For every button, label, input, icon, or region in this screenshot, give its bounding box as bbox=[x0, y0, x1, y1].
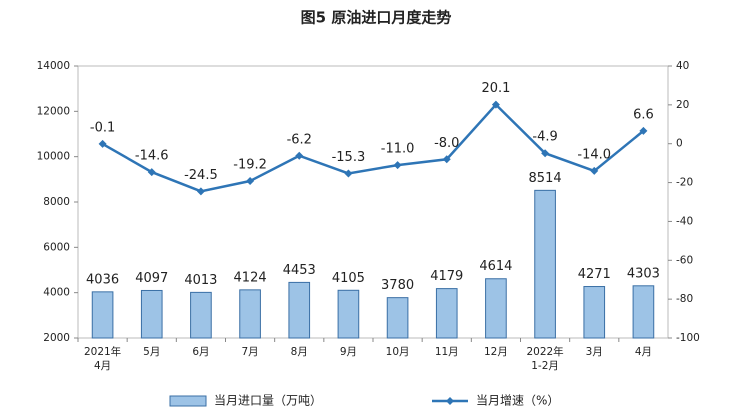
y-tick-label: 8000 bbox=[43, 196, 70, 208]
y2-tick-label: -40 bbox=[676, 215, 693, 227]
bar bbox=[239, 289, 261, 339]
bar-value-label: 8514 bbox=[529, 171, 562, 186]
bar-value-label: 4013 bbox=[184, 273, 217, 288]
line-value-label: -8.0 bbox=[434, 136, 459, 151]
line-marker bbox=[393, 161, 402, 170]
line-value-label: -14.0 bbox=[577, 147, 611, 162]
bar bbox=[190, 291, 212, 339]
line-marker bbox=[344, 169, 353, 178]
bar bbox=[632, 285, 655, 339]
y2-tick-label: 40 bbox=[676, 60, 689, 72]
bar bbox=[288, 281, 311, 339]
y2-tick-label: 0 bbox=[676, 138, 683, 150]
line-marker bbox=[590, 166, 599, 175]
bar-value-label: 4105 bbox=[332, 271, 365, 286]
y-tick-label: 14000 bbox=[37, 60, 70, 72]
bar bbox=[485, 278, 507, 339]
y-tick-label: 6000 bbox=[43, 241, 70, 253]
legend-marker bbox=[446, 397, 454, 405]
line-value-label: -19.2 bbox=[233, 158, 267, 173]
line-marker bbox=[442, 155, 451, 164]
bar-value-label: 4179 bbox=[430, 269, 463, 284]
bar bbox=[337, 289, 360, 339]
line-value-label: -11.0 bbox=[381, 142, 415, 157]
line-value-label: -6.2 bbox=[287, 132, 312, 147]
bar-value-label: 4036 bbox=[86, 272, 119, 287]
line-marker bbox=[98, 139, 107, 148]
bar-value-label: 4303 bbox=[627, 266, 660, 281]
x-tick-label: 4月 bbox=[635, 346, 652, 358]
legend-label: 当月进口量（万吨） bbox=[214, 394, 322, 408]
x-tick-label: 2021年 4月 bbox=[84, 345, 121, 372]
bar-value-label: 4614 bbox=[479, 259, 512, 274]
line-value-label: -15.3 bbox=[332, 150, 366, 165]
line-value-label: -24.5 bbox=[184, 168, 218, 183]
line-value-label: -0.1 bbox=[90, 120, 115, 135]
line-value-label: 6.6 bbox=[633, 107, 654, 122]
bar bbox=[386, 297, 409, 339]
x-tick-label: 6月 bbox=[192, 346, 209, 358]
line-marker bbox=[295, 151, 304, 160]
x-tick-label: 3月 bbox=[586, 346, 603, 358]
x-tick-label: 5月 bbox=[143, 346, 160, 358]
line-marker bbox=[147, 168, 156, 177]
chart-title: 图5 原油进口月度走势 bbox=[301, 9, 452, 27]
x-tick-label: 11月 bbox=[435, 346, 459, 358]
bar-value-label: 3780 bbox=[381, 278, 414, 293]
line-marker bbox=[491, 100, 500, 109]
line-marker bbox=[246, 177, 255, 186]
bar-value-label: 4453 bbox=[283, 263, 316, 278]
y2-tick-label: -60 bbox=[676, 254, 693, 266]
y2-tick-label: -20 bbox=[676, 177, 693, 189]
line-value-label: -14.6 bbox=[135, 149, 169, 164]
line-marker bbox=[639, 126, 648, 135]
x-tick-label: 2022年 1-2月 bbox=[526, 345, 563, 372]
bar bbox=[91, 291, 114, 339]
line-marker bbox=[196, 187, 205, 196]
legend-label: 当月增速（%） bbox=[476, 394, 559, 408]
x-tick-label: 10月 bbox=[386, 346, 410, 358]
bar-value-label: 4124 bbox=[234, 270, 267, 285]
bar-value-label: 4097 bbox=[135, 271, 168, 286]
y-tick-label: 2000 bbox=[43, 332, 70, 344]
bar-value-label: 4271 bbox=[578, 267, 611, 282]
bar bbox=[435, 288, 458, 339]
y2-tick-label: 20 bbox=[676, 99, 689, 111]
bar bbox=[140, 289, 163, 339]
bar bbox=[583, 286, 606, 339]
line-value-label: 20.1 bbox=[481, 81, 510, 96]
x-tick-label: 7月 bbox=[241, 346, 258, 358]
plot-frame bbox=[77, 65, 669, 339]
legend-swatch bbox=[169, 395, 207, 407]
line-value-label: -4.9 bbox=[532, 130, 557, 145]
y2-tick-label: -100 bbox=[676, 332, 700, 344]
bar bbox=[534, 189, 556, 339]
y-tick-label: 12000 bbox=[37, 105, 70, 117]
line bbox=[101, 102, 645, 193]
x-tick-label: 8月 bbox=[291, 346, 308, 358]
x-tick-label: 12月 bbox=[484, 346, 508, 358]
y-tick-label: 10000 bbox=[37, 151, 70, 163]
y2-tick-label: -80 bbox=[676, 293, 693, 305]
x-tick-label: 9月 bbox=[340, 346, 357, 358]
line-marker bbox=[541, 149, 550, 158]
y-tick-label: 4000 bbox=[43, 287, 70, 299]
